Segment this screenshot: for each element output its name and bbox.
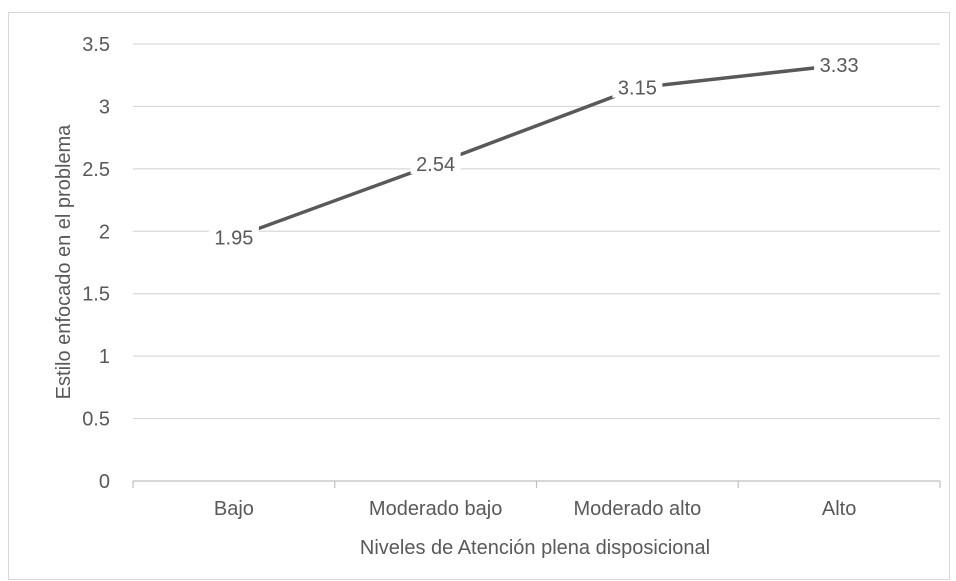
x-tick-label: Alto (822, 498, 856, 520)
y-tick-label: 2.5 (82, 159, 110, 181)
x-axis-tick-labels: Bajo Moderado bajo Moderado alto Alto (214, 498, 857, 520)
series-line-segment (635, 63, 841, 90)
y-axis-tick-labels: 0 0.5 1 1.5 2 2.5 3 3.5 (82, 34, 110, 493)
data-label: 1.95 (214, 228, 253, 250)
series-line-segment (232, 162, 438, 240)
y-tick-label: 0.5 (82, 409, 110, 431)
x-tick-label: Moderado alto (573, 498, 701, 520)
data-label-background (208, 225, 259, 248)
x-axis (132, 480, 941, 488)
x-tick-label: Bajo (214, 498, 254, 520)
gridlines (133, 43, 940, 420)
y-tick-label: 1.5 (82, 284, 110, 306)
y-tick-label: 3.5 (82, 34, 110, 56)
y-tick-label: 2 (99, 221, 110, 243)
series-line-segment (433, 85, 640, 166)
data-label-background (814, 53, 865, 76)
data-label-background (410, 151, 461, 174)
x-tick-label: Moderado bajo (369, 498, 502, 520)
x-axis-title: Niveles de Atención plena disposicional (360, 537, 710, 559)
y-axis-title: Estilo enfocado en el problema (53, 124, 75, 399)
data-label: 3.15 (618, 78, 657, 100)
y-tick-label: 3 (99, 96, 110, 118)
y-tick-label: 0 (99, 471, 110, 493)
data-label: 3.33 (820, 55, 859, 77)
y-tick-label: 1 (99, 346, 110, 368)
data-label-background (612, 75, 663, 98)
data-label: 2.54 (416, 154, 455, 176)
series-line (232, 63, 841, 240)
data-labels: 1.95 2.54 3.15 3.33 (208, 53, 865, 250)
